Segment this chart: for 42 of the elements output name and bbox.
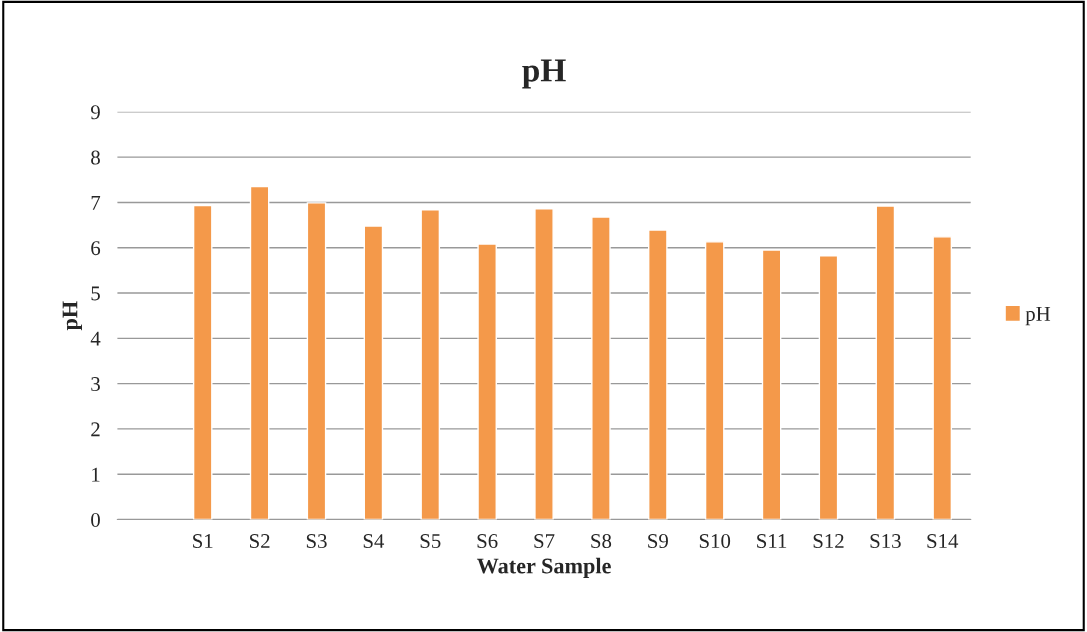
x-tick-label: S4 bbox=[363, 534, 385, 549]
x-tick-label: S1 bbox=[193, 534, 213, 549]
y-tick-label: 7 bbox=[91, 196, 101, 210]
bar bbox=[249, 185, 270, 520]
y-tick-label: 8 bbox=[91, 150, 100, 165]
bar bbox=[363, 225, 384, 520]
bar bbox=[477, 243, 497, 520]
x-tick-label: S5 bbox=[420, 534, 441, 549]
chart-title: pH bbox=[522, 59, 566, 89]
legend-label: pH bbox=[1025, 307, 1051, 326]
bar bbox=[192, 204, 213, 520]
y-tick-label: 0 bbox=[91, 512, 100, 527]
y-tick-label: 2 bbox=[91, 422, 100, 437]
bar bbox=[932, 236, 953, 520]
bar bbox=[420, 209, 441, 520]
y-tick-label: 1 bbox=[92, 467, 100, 482]
bar bbox=[591, 216, 611, 520]
x-tick-label: S13 bbox=[870, 534, 901, 549]
x-tick-label: S12 bbox=[813, 534, 844, 549]
bar bbox=[534, 208, 554, 520]
y-tick-label: 4 bbox=[90, 331, 101, 346]
x-tick-label: S3 bbox=[306, 534, 327, 549]
x-axis-title: Water Sample bbox=[476, 557, 611, 578]
x-tick-label: S7 bbox=[534, 534, 555, 549]
y-tick-label: 6 bbox=[91, 241, 101, 256]
y-tick-label: 3 bbox=[91, 377, 100, 392]
x-tick-label: S11 bbox=[757, 534, 787, 549]
bar bbox=[306, 202, 327, 520]
y-tick-label: 9 bbox=[90, 105, 100, 120]
y-tick-label: 5 bbox=[91, 286, 100, 301]
bar bbox=[761, 249, 782, 520]
x-tick-label: S9 bbox=[648, 534, 668, 549]
x-tick-label: S6 bbox=[477, 534, 498, 549]
x-tick-label: S10 bbox=[699, 534, 731, 549]
bar bbox=[818, 255, 839, 520]
y-axis-title: pH bbox=[62, 301, 82, 331]
x-tick-label: S8 bbox=[591, 534, 612, 549]
bar bbox=[704, 241, 725, 520]
x-tick-label: S2 bbox=[250, 534, 270, 549]
bar bbox=[648, 229, 668, 520]
bar bbox=[875, 205, 896, 520]
x-tick-label: S14 bbox=[927, 534, 959, 549]
